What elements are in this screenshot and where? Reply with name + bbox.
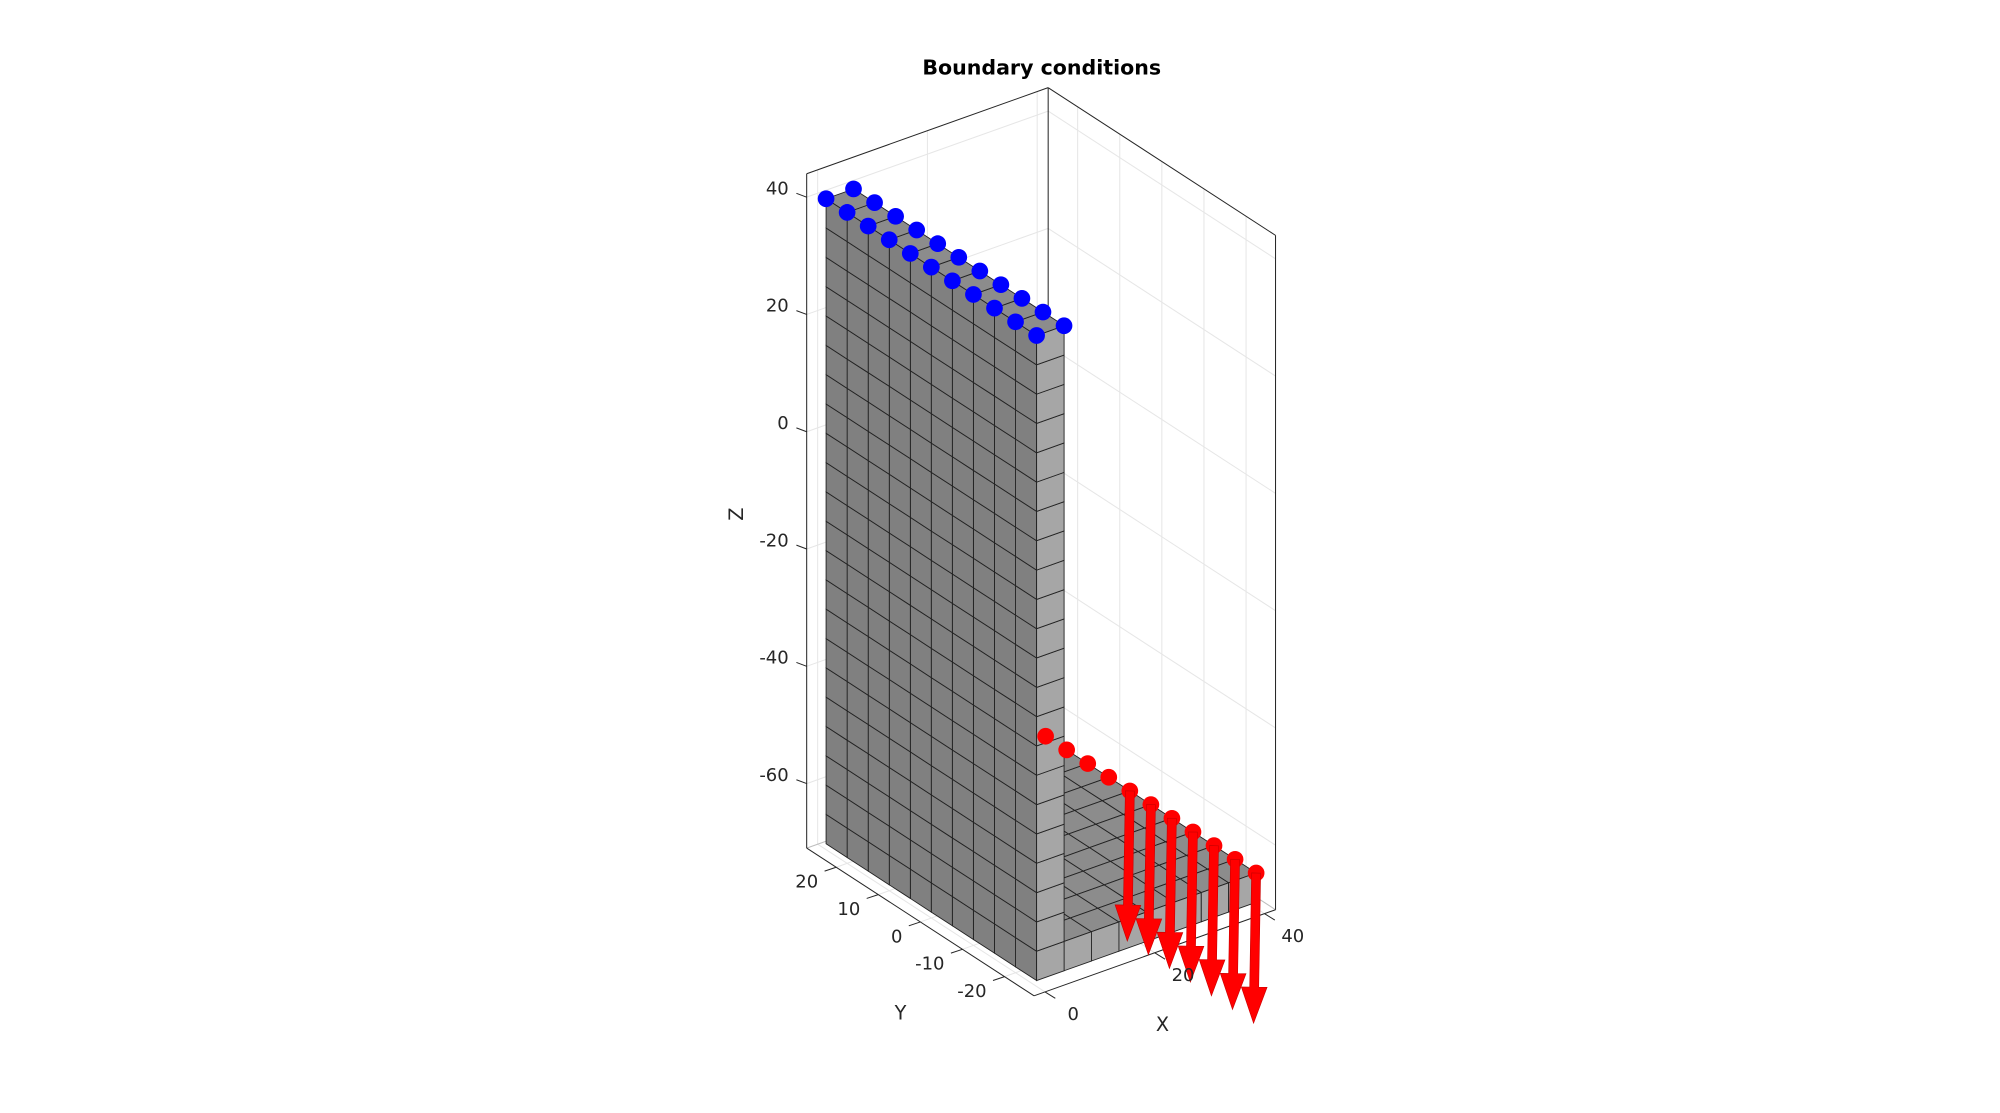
mesh xyxy=(825,188,1258,982)
z-tick xyxy=(796,310,807,315)
y-tick-label: -20 xyxy=(957,981,986,1002)
x-axis-label: X xyxy=(1156,1013,1169,1036)
y-tick xyxy=(824,866,837,872)
x-tick-label: 20 xyxy=(1172,965,1195,986)
z-tick-label: -40 xyxy=(759,648,788,669)
load-arrow xyxy=(1156,817,1184,970)
bc-node xyxy=(929,235,947,253)
bc-node xyxy=(1037,727,1054,745)
bc-node xyxy=(887,207,904,225)
z-tick-label: 40 xyxy=(766,178,789,199)
chart-title: Boundary conditions xyxy=(922,55,1161,79)
load-arrow xyxy=(1135,804,1163,956)
bc-node xyxy=(971,262,989,280)
bc-node xyxy=(1055,317,1073,335)
ticks: -60 -40 -20 0 20 40 -20 -10 0 10 20 0 20 40 xyxy=(759,178,1304,1025)
bc-node xyxy=(1058,741,1076,759)
bc-node xyxy=(1028,327,1045,344)
bc-node xyxy=(1100,768,1118,786)
x-tick xyxy=(1154,952,1166,960)
bc-node xyxy=(817,190,835,208)
z-tick xyxy=(796,427,807,433)
y-tick-label: 0 xyxy=(891,926,902,947)
z-tick-label: -20 xyxy=(759,530,788,551)
y-tick xyxy=(908,921,921,927)
y-tick xyxy=(950,948,963,954)
bc-node xyxy=(880,231,898,249)
bc-node xyxy=(866,194,883,211)
z-tick-label: -60 xyxy=(759,765,788,786)
y-tick-label: -10 xyxy=(915,954,944,975)
z-tick-label: 0 xyxy=(777,413,788,434)
bc-node xyxy=(1034,303,1052,321)
box-edge xyxy=(1047,87,1276,236)
y-tick-label: 10 xyxy=(837,899,860,920)
bc-node xyxy=(1007,313,1024,331)
x-tick-label: 40 xyxy=(1281,926,1304,947)
load-arrow xyxy=(1177,831,1205,984)
x-tick xyxy=(1044,991,1056,999)
bc-node xyxy=(922,258,940,276)
bc-node xyxy=(992,276,1010,294)
z-tick-label: 20 xyxy=(766,296,789,317)
z-tick xyxy=(796,544,807,550)
bc-node xyxy=(1079,755,1097,772)
load-arrow xyxy=(1198,845,1226,997)
boundary-conditions xyxy=(817,180,1268,1025)
bc-node xyxy=(908,221,926,239)
x-tick-label: 0 xyxy=(1068,1004,1079,1025)
z-axis-label: Z xyxy=(725,508,748,521)
bc-node xyxy=(965,286,982,303)
bc-node xyxy=(859,217,877,235)
bc-node xyxy=(986,299,1003,317)
bc-node xyxy=(950,248,968,266)
box-edge xyxy=(806,87,1049,175)
load-arrow xyxy=(1114,790,1142,943)
bc-node xyxy=(944,272,961,290)
y-tick xyxy=(992,976,1005,981)
z-tick xyxy=(796,192,807,198)
z-tick xyxy=(796,661,807,667)
bc-node xyxy=(1013,290,1031,307)
bc-node xyxy=(838,204,856,221)
y-axis-label: Y xyxy=(894,1001,907,1024)
y-tick xyxy=(866,894,879,899)
load-arrow xyxy=(1219,858,1247,1011)
bc-node xyxy=(901,245,919,262)
y-tick-label: 20 xyxy=(795,872,818,893)
load-arrow xyxy=(1240,872,1268,1025)
bc-node xyxy=(845,180,862,198)
z-tick xyxy=(796,779,807,785)
x-tick xyxy=(1264,913,1276,921)
